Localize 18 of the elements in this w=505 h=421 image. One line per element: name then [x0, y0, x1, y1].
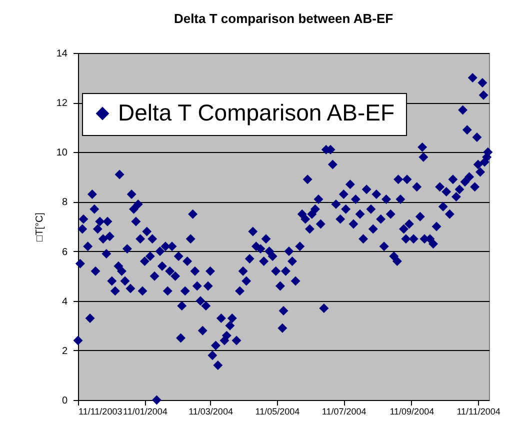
y-tick-label: 2 — [62, 346, 68, 357]
y-tick-label: 8 — [62, 197, 68, 208]
y-tick-label: 12 — [56, 98, 68, 110]
x-tick-label: 11/11/2004 — [456, 406, 500, 416]
x-tick-label: 11/01/2004 — [122, 406, 168, 416]
x-tick-label: 11/09/2004 — [390, 406, 434, 416]
legend-label: Delta T Comparison AB-EF — [118, 100, 395, 126]
y-tick-label: 4 — [62, 296, 68, 308]
y-tick-label: 14 — [56, 48, 68, 60]
y-axis-title: □T[°C] — [34, 212, 46, 242]
x-tick-label: 11/03/2004 — [188, 406, 233, 416]
y-tick-label: 6 — [62, 246, 68, 258]
x-tick-label: 11/07/2004 — [322, 406, 366, 416]
y-tick-label: 0 — [62, 396, 68, 406]
x-tick-label: 11/11/2003 — [78, 406, 122, 416]
y-tick-label: 10 — [56, 148, 68, 159]
chart-title: Delta T comparison between AB-EF — [174, 11, 394, 26]
x-tick-label: 11/05/2004 — [255, 406, 300, 416]
